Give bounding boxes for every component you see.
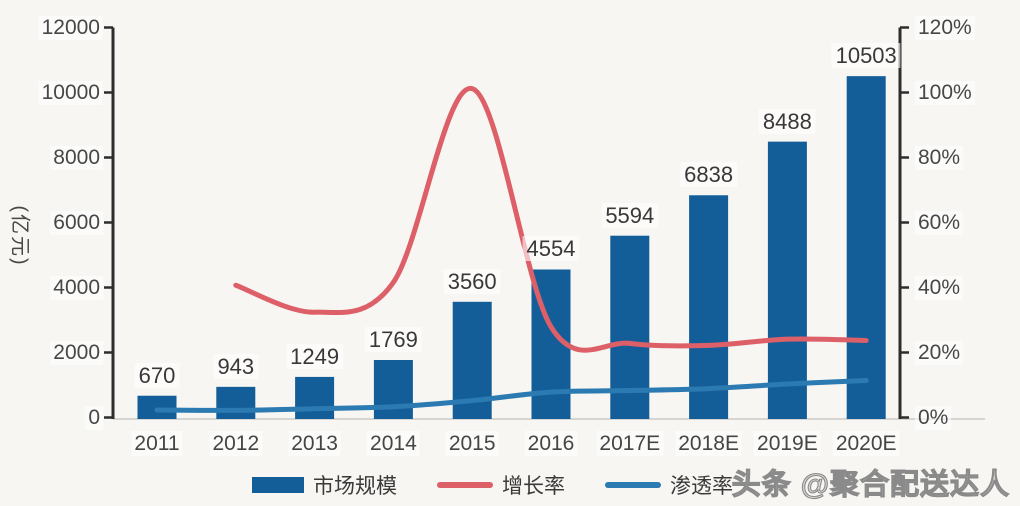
- bar-2020E: [846, 76, 886, 419]
- legend-swatch-penetration-rate: [605, 482, 661, 488]
- bar-2014: [373, 360, 413, 419]
- bar-2013: [295, 376, 335, 419]
- legend-item-penetration-rate: 渗透率: [605, 470, 733, 500]
- legend-swatch-market-size: [252, 477, 304, 493]
- legend-label-penetration-rate: 渗透率: [670, 475, 733, 498]
- bar-2018E: [689, 195, 729, 419]
- bar-2012: [216, 386, 256, 419]
- legend-item-growth-rate: 增长率: [437, 470, 565, 500]
- legend-item-market-size: 市场规模: [252, 470, 397, 500]
- growth-rate-line: [233, 86, 869, 353]
- legend: 市场规模 增长率 渗透率: [252, 470, 733, 500]
- penetration-rate-line: [154, 377, 869, 413]
- left-axis-title: (亿元): [8, 205, 31, 267]
- bar-2011: [137, 395, 177, 419]
- legend-label-market-size: 市场规模: [313, 475, 397, 498]
- watermark: 头条 @聚合配送达人: [731, 468, 1010, 501]
- bar-2019E: [767, 141, 807, 419]
- legend-swatch-growth-rate: [437, 482, 493, 488]
- legend-label-growth-rate: 增长率: [502, 475, 565, 498]
